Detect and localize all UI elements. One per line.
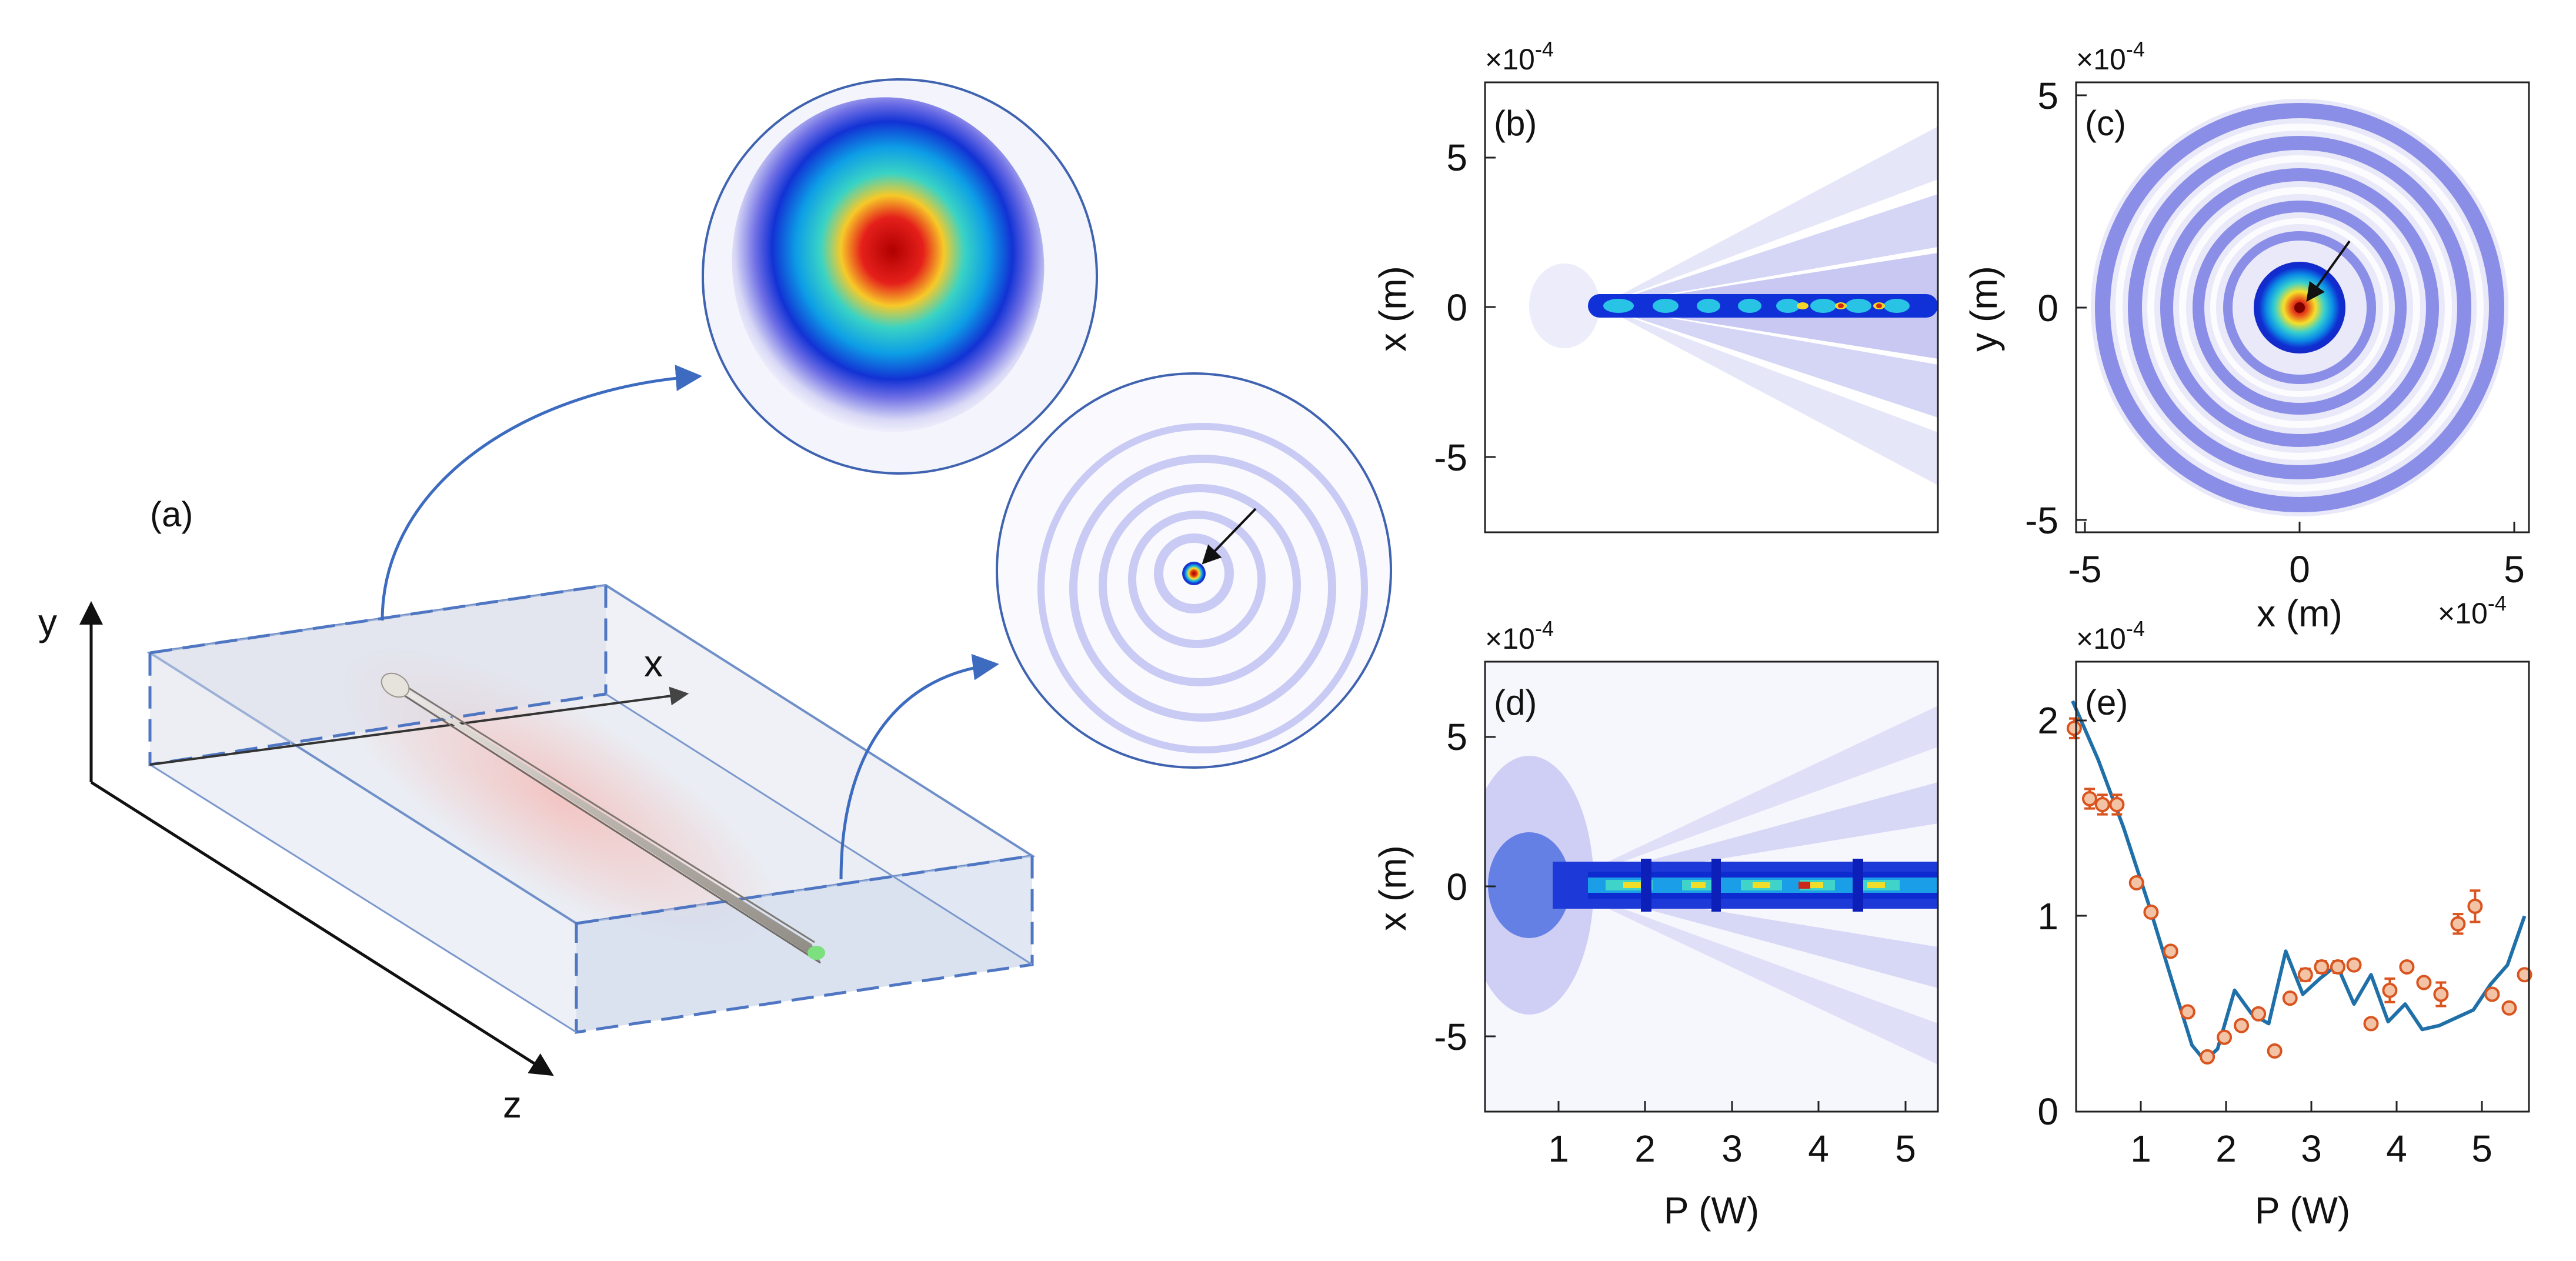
measured-point [2094, 793, 2110, 816]
panel-e-xtick: 4 [2386, 1127, 2407, 1170]
measured-point [2501, 1000, 2517, 1016]
panel-d: ×10-4 [1372, 616, 1939, 1232]
simulation-line [2071, 700, 2527, 1063]
panel-c-xtick: 0 [2289, 548, 2310, 591]
panel-c-xtick: 5 [2504, 548, 2525, 591]
measured-point [2450, 913, 2466, 935]
z-axis-arrow [90, 780, 554, 1076]
panel-b-label: (b) [1494, 104, 1537, 143]
panel-e-xlabel: P (W) [2255, 1189, 2350, 1232]
panel-a: (a) y z x [38, 78, 1392, 1126]
measured-point [2200, 1049, 2215, 1065]
z-axis-label: z [503, 1083, 522, 1126]
panel-c-image [2076, 82, 2529, 532]
x-axis-label: x [644, 642, 663, 685]
panel-d-xtick: 3 [1721, 1127, 1743, 1170]
x-axis-arrow [149, 686, 689, 766]
panel-d-ylabel: x (m) [1372, 845, 1414, 931]
panel-e-ytick: 1 [2037, 895, 2058, 938]
panel-e-xtick: 3 [2301, 1127, 2322, 1170]
measured-point [2314, 959, 2330, 975]
panel-b-ytick: 5 [1446, 136, 1467, 179]
panel-d-xtick: 4 [1808, 1127, 1829, 1170]
panel-e-ytick: 2 [2037, 699, 2058, 742]
output-arrow [839, 653, 999, 880]
measured-point [2467, 889, 2483, 923]
output-pointer-arrow [1202, 508, 1257, 565]
panel-d-multiplier: ×10-4 [1485, 616, 1554, 655]
panel-e-xtick: 2 [2215, 1127, 2237, 1170]
measured-point [2282, 990, 2298, 1006]
panel-b-image [1485, 82, 1938, 532]
measured-point [2484, 986, 2500, 1002]
measured-point [2433, 981, 2449, 1008]
measured-point [2267, 1043, 2283, 1059]
panel-c-pointer-arrow [2306, 240, 2351, 302]
measured-point [2128, 875, 2144, 890]
measured-point [2109, 793, 2125, 816]
panel-c-ylabel: y (m) [1963, 266, 2005, 352]
panel-d-ytick: 0 [1446, 866, 1467, 908]
input-arrow [381, 365, 702, 621]
measured-point [2363, 1016, 2379, 1032]
panel-c-label: (c) [2085, 104, 2126, 143]
measured-point [2234, 1018, 2250, 1033]
panel-d-xlabel: P (W) [1664, 1189, 1759, 1232]
measured-point [2217, 1029, 2233, 1045]
measured-point [2416, 975, 2432, 990]
panel-c-xtick: -5 [2068, 548, 2102, 591]
measured-point [2082, 788, 2097, 810]
panel-c-ytick: -5 [2025, 499, 2058, 542]
panel-d-xtick: 1 [1548, 1127, 1569, 1170]
beam-tube [381, 672, 825, 964]
measured-point [2251, 1006, 2267, 1022]
panel-b-ytick: 0 [1446, 286, 1467, 329]
panel-d-ytick: -5 [1434, 1016, 1467, 1058]
panel-e-label: (e) [2085, 683, 2128, 722]
measured-point [2297, 967, 2313, 983]
panel-e-multiplier: ×10-4 [2076, 616, 2145, 655]
panel-d-xtick: 5 [1895, 1127, 1916, 1170]
measured-point [2180, 1004, 2195, 1020]
panel-c-multiplier: ×10-4 [2076, 37, 2145, 76]
panel-b-multiplier: ×10-4 [1485, 37, 1554, 76]
measured-point [2143, 904, 2159, 920]
panel-c: ×10-4 [1963, 37, 2530, 635]
panel-c-xmultiplier: ×10-4 [2438, 591, 2507, 630]
measured-point [2066, 717, 2082, 739]
y-axis-label: y [38, 601, 57, 643]
panel-e-ytick: 0 [2037, 1090, 2058, 1133]
panel-e-plot-area [2076, 662, 2529, 1112]
panel-e-chart [2066, 700, 2532, 1065]
measured-point [2346, 957, 2362, 973]
panel-c-ytick: 0 [2037, 287, 2058, 329]
measured-point [2382, 977, 2398, 1003]
panel-b: ×10-4 [1372, 37, 1939, 533]
panel-b-ylabel: x (m) [1372, 266, 1414, 352]
panel-d-xtick: 2 [1634, 1127, 1656, 1170]
measured-point [2330, 959, 2345, 975]
input-beam-profile [702, 78, 1098, 475]
measured-point [2399, 959, 2415, 975]
output-beam-profile [996, 372, 1392, 769]
measured-point [2163, 943, 2178, 959]
panel-c-xlabel: x (m) [2257, 592, 2343, 635]
panel-e-xtick: 5 [2471, 1127, 2492, 1170]
panel-e: ×10-4 2 1 0 1 2 3 4 5 P (W) (e) [2037, 616, 2532, 1232]
panel-b-ytick: -5 [1434, 436, 1467, 479]
panel-d-ytick: 5 [1446, 716, 1467, 758]
panel-d-label: (d) [1494, 683, 1537, 722]
beam-exit-spot [807, 946, 825, 960]
panel-c-ytick: 5 [2037, 75, 2058, 117]
panel-e-xtick: 1 [2130, 1127, 2151, 1170]
panel-a-label: (a) [150, 495, 193, 534]
panel-d-image [1485, 662, 1938, 1112]
